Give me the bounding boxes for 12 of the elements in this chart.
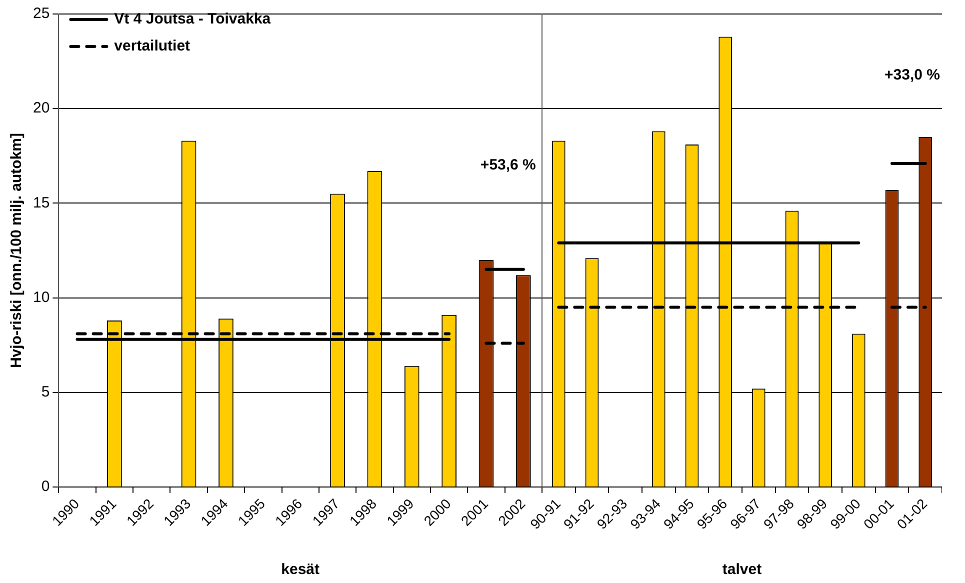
- y-tick-label: 5: [41, 384, 50, 401]
- x-axis-title: talvet: [722, 561, 762, 578]
- annotation: +33,0 %: [884, 66, 940, 84]
- x-axis-title: kesät: [281, 561, 320, 578]
- y-tick-label: 0: [41, 478, 50, 496]
- y-tick-label: 10: [32, 288, 50, 306]
- y-axis-title: Hvjo-riski [onn./100 milj. autokm]: [8, 132, 26, 368]
- y-tick-label: 15: [32, 194, 50, 212]
- y-tick-label: 25: [32, 5, 50, 22]
- legend-label: vertailutiet: [114, 38, 190, 55]
- y-tick-label: 20: [32, 100, 50, 117]
- annotation: +53,6 %: [480, 156, 536, 174]
